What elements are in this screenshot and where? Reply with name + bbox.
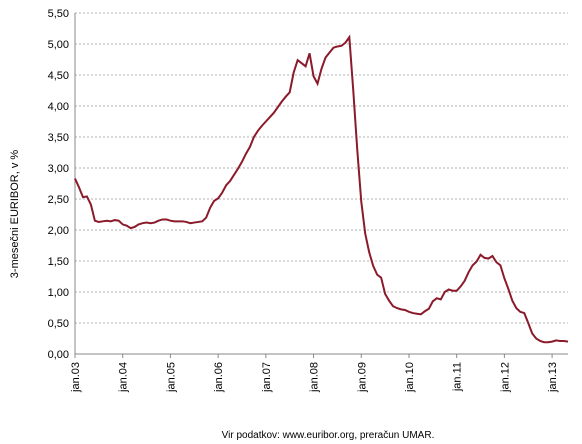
x-tick-label: jan.06 [213, 362, 225, 393]
y-tick-label: 4,50 [48, 70, 69, 82]
y-axis-title: 3-mesečni EURIBOR, v % [9, 150, 21, 279]
x-tick-label: jan.05 [165, 362, 177, 393]
x-tick-label: jan.09 [356, 362, 368, 393]
y-tick-label: 3,00 [48, 163, 69, 175]
data-line [74, 34, 569, 344]
y-tick-label: 1,50 [48, 256, 69, 268]
x-tick-label: jan.10 [404, 362, 416, 393]
y-tick-label: 2,50 [48, 194, 69, 206]
x-tick-label: jan.07 [261, 362, 273, 393]
x-tick-label: jan.08 [309, 362, 321, 393]
x-tick-label: jan.04 [118, 362, 130, 393]
x-tick-label: jan.12 [499, 362, 511, 393]
y-tick-label: 5,00 [48, 39, 69, 51]
x-tick-label: jan.11 [452, 362, 464, 392]
x-tick-label: jan.03 [70, 362, 82, 393]
y-tick-label: 2,00 [48, 225, 69, 237]
y-tick-label: 0,50 [48, 318, 69, 330]
y-tick-label: 0,00 [48, 349, 69, 361]
y-tick-label: 5,50 [48, 8, 69, 20]
y-tick-label: 4,00 [48, 101, 69, 113]
y-tick-label: 1,00 [48, 287, 69, 299]
x-tick-label: jan.13 [547, 362, 559, 393]
source-note: Vir podatkov: www.euribor.org, preračun … [222, 430, 435, 441]
y-tick-label: 3,50 [48, 132, 69, 144]
